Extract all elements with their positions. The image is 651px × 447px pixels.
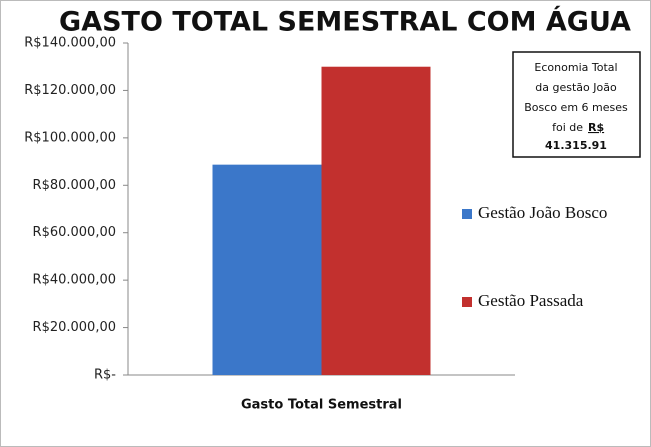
chart-title: GASTO TOTAL SEMESTRAL COM ÁGUA [59,6,631,38]
annotation-amount: 41.315.91 [545,139,607,152]
annotation-text: foi de [552,121,583,134]
y-tick-label: R$- [94,368,116,383]
x-tick-label: Gasto Total Semestral [241,398,402,413]
y-tick-label: R$120.000,00 [24,83,116,98]
bar [321,66,431,375]
legend-label: Gestão Passada [478,291,584,310]
annotation-text: Economia Total [534,61,617,74]
bar [212,164,322,375]
y-tick-label: R$20.000,00 [33,320,116,335]
y-tick-label: R$80.000,00 [33,178,116,193]
annotation-text: da gestão João [535,81,617,94]
y-tick-label: R$140.000,00 [24,36,116,51]
annotation-text: Bosco em 6 meses [524,101,628,114]
legend-swatch [462,209,472,219]
y-tick-label: R$60.000,00 [33,225,116,240]
y-tick-label: R$100.000,00 [24,130,116,145]
annotation-box [512,51,641,158]
annotation-currency: R$ [588,121,604,134]
y-tick-label: R$40.000,00 [33,273,116,288]
legend-label: Gestão João Bosco [478,203,607,222]
legend-swatch [462,297,472,307]
